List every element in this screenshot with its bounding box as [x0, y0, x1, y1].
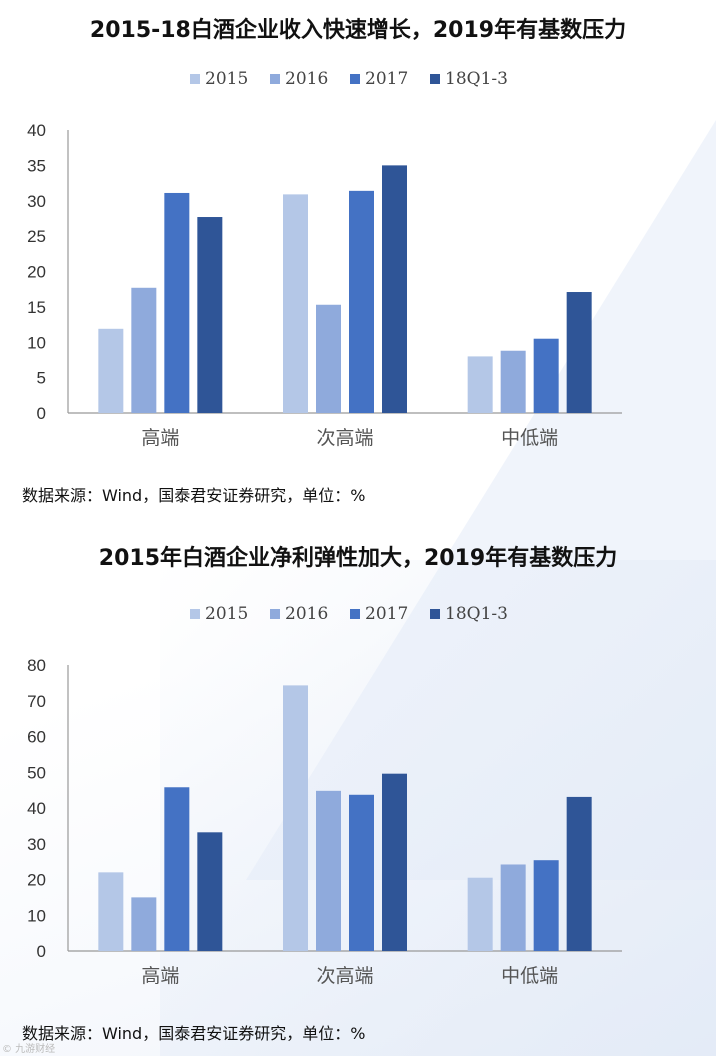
y-tick-label: 50: [27, 763, 46, 782]
bar-chart-revenue: 2015 2016 2017 18Q1-3 0 5 10 15 20 25 30 35 40 高端 次高端 中…: [27, 69, 622, 449]
x-tick-label: 高端: [141, 965, 179, 987]
legend-label: 18Q1-3: [445, 604, 508, 624]
legend-swatch: [430, 74, 440, 84]
legend-label: 2016: [285, 69, 328, 89]
bar: [467, 877, 493, 951]
chart-title: 2015年白酒企业净利弹性加大，2019年有基数压力: [98, 546, 618, 571]
y-tick-label: 70: [27, 692, 46, 711]
y-tick-label: 30: [27, 192, 46, 211]
bar: [316, 304, 341, 413]
legend-swatch: [270, 74, 280, 84]
bar: [283, 194, 308, 413]
x-tick-label: 次高端: [316, 965, 373, 987]
y-tick-label: 25: [27, 227, 46, 246]
y-tick-label: 10: [27, 906, 46, 925]
bar: [500, 350, 526, 413]
y-tick-label: 20: [27, 871, 46, 890]
x-tick-label: 中低端: [501, 427, 558, 449]
legend-label: 2017: [365, 69, 408, 89]
legend-label: 2015: [205, 69, 248, 89]
legend-label: 18Q1-3: [445, 69, 508, 89]
background-gradient: [160, 560, 716, 1056]
bar: [164, 192, 190, 413]
bar: [98, 872, 124, 951]
bar: [197, 217, 223, 413]
legend-label: 2015: [205, 604, 248, 624]
bar: [164, 787, 190, 951]
y-tick-label: 60: [27, 728, 46, 747]
bar: [349, 794, 374, 951]
bar-chart-profit: 2015 2016 2017 18Q1-3 0 10 20 30 40 50 60 70 80 高端 次高端…: [27, 604, 622, 987]
legend-swatch: [190, 74, 200, 84]
legend-swatch: [190, 609, 200, 619]
y-tick-label: 0: [37, 942, 46, 961]
bar: [349, 190, 374, 413]
bar: [500, 864, 526, 951]
source-note: 数据来源：Wind，国泰君安证券研究，单位：%: [22, 1024, 366, 1043]
bar: [566, 292, 592, 413]
bar: [533, 860, 559, 951]
bar: [533, 338, 559, 413]
legend-label: 2017: [365, 604, 408, 624]
watermark: © 九游财经: [2, 1044, 56, 1055]
bar: [197, 832, 223, 951]
y-tick-label: 5: [37, 369, 46, 388]
chart-title: 2015-18白酒企业收入快速增长，2019年有基数压力: [89, 18, 627, 43]
y-tick-label: 20: [27, 263, 46, 282]
y-tick-label: 40: [27, 799, 46, 818]
legend-swatch: [430, 609, 440, 619]
y-tick-label: 15: [27, 298, 46, 317]
y-tick-label: 40: [27, 121, 46, 140]
legend-label: 2016: [285, 604, 328, 624]
legend-swatch: [350, 609, 360, 619]
legend-swatch: [270, 609, 280, 619]
y-tick-label: 35: [27, 156, 46, 175]
source-note: 数据来源：Wind，国泰君安证券研究，单位：%: [22, 486, 366, 505]
bar: [316, 790, 341, 951]
bar: [98, 328, 124, 413]
y-tick-label: 30: [27, 835, 46, 854]
x-tick-label: 中低端: [501, 965, 558, 987]
x-tick-label: 高端: [141, 427, 179, 449]
bar: [382, 165, 407, 413]
y-tick-label: 80: [27, 656, 46, 675]
y-tick-label: 0: [37, 404, 46, 423]
legend-swatch: [350, 74, 360, 84]
bar: [131, 287, 157, 413]
bar: [566, 796, 592, 951]
bar: [382, 773, 407, 951]
x-tick-label: 次高端: [316, 427, 373, 449]
y-tick-label: 10: [27, 333, 46, 352]
bar: [467, 356, 493, 413]
bar: [283, 685, 308, 951]
bar: [131, 897, 157, 951]
